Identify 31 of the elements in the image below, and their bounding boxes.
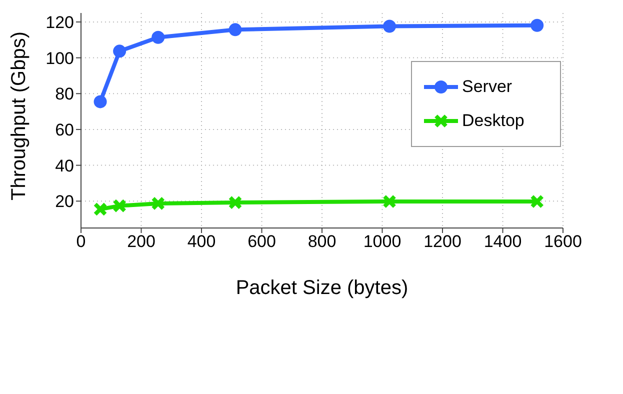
x-tick-label: 800 — [308, 232, 336, 252]
x-tick-label: 400 — [187, 232, 216, 252]
point — [382, 20, 396, 33]
point — [228, 196, 242, 210]
x-axis-title: Packet Size (bytes) — [236, 277, 408, 299]
y-tick-label: 100 — [46, 48, 74, 68]
point — [228, 23, 242, 36]
y-tick-label: 20 — [55, 192, 74, 212]
y-tick-label: 120 — [46, 12, 74, 32]
y-axis-title: Throughput (Gbps) — [8, 32, 30, 200]
x-tick-label: 600 — [248, 232, 276, 252]
x-tick-label: 1400 — [484, 232, 522, 252]
y-tick-label: 60 — [55, 120, 74, 140]
point — [151, 196, 166, 210]
legend-label: Desktop — [462, 111, 524, 131]
point — [152, 30, 165, 44]
x-tick-label: 1200 — [424, 232, 462, 252]
point — [382, 194, 396, 208]
legend-label: Server — [462, 77, 512, 97]
x-tick-label: 1000 — [363, 232, 402, 252]
y-tick-label: 40 — [55, 156, 74, 176]
point — [530, 194, 544, 208]
x-tick-label: 200 — [127, 232, 156, 252]
y-tick-label: 80 — [55, 84, 74, 104]
point — [94, 95, 107, 108]
x-tick-label: 0 — [76, 232, 86, 252]
point — [93, 202, 108, 216]
point — [113, 44, 126, 58]
point — [112, 198, 127, 213]
point — [530, 18, 544, 32]
x-tick-label: 1600 — [544, 232, 582, 252]
